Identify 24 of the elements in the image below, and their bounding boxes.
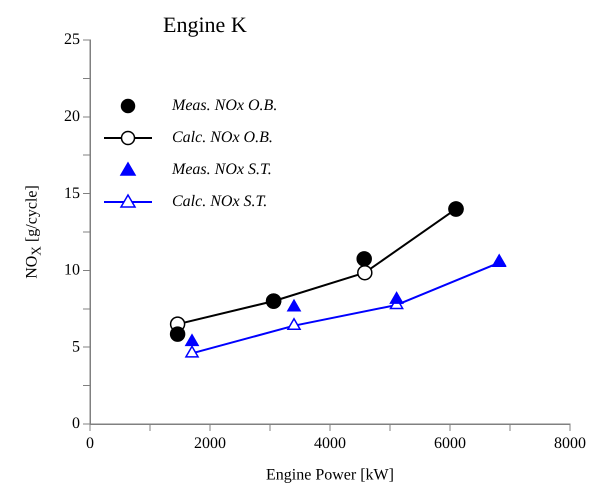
x-tick-label: 8000: [554, 434, 586, 452]
x-tick-label: 4000: [314, 434, 346, 452]
point: [170, 326, 186, 342]
x-tick-label: 6000: [434, 434, 466, 452]
y-tick-label: 25: [64, 31, 80, 48]
y-tick-label: 0: [72, 415, 80, 432]
legend-label: Calc. NOx S.T.: [172, 193, 268, 211]
point: [390, 292, 404, 304]
y-tick-label: 10: [64, 262, 80, 279]
point: [185, 334, 199, 346]
point: [356, 251, 372, 267]
point: [287, 318, 301, 330]
chart-title: Engine K: [163, 12, 247, 38]
legend-label: Meas. NOx S.T.: [172, 161, 272, 179]
legend-label: Calc. NOx O.B.: [172, 129, 273, 147]
point: [185, 346, 199, 358]
x-tick-label: 2000: [194, 434, 226, 452]
x-tick-label: 0: [86, 434, 94, 452]
y-tick-label: 20: [64, 108, 80, 126]
y-tick-label: 15: [64, 184, 80, 202]
y-tick-label: 5: [72, 338, 80, 356]
legend-label: Meas. NOx O.B.: [172, 97, 278, 115]
x-axis-title: Engine Power [kW]: [266, 466, 394, 484]
point: [287, 300, 301, 312]
